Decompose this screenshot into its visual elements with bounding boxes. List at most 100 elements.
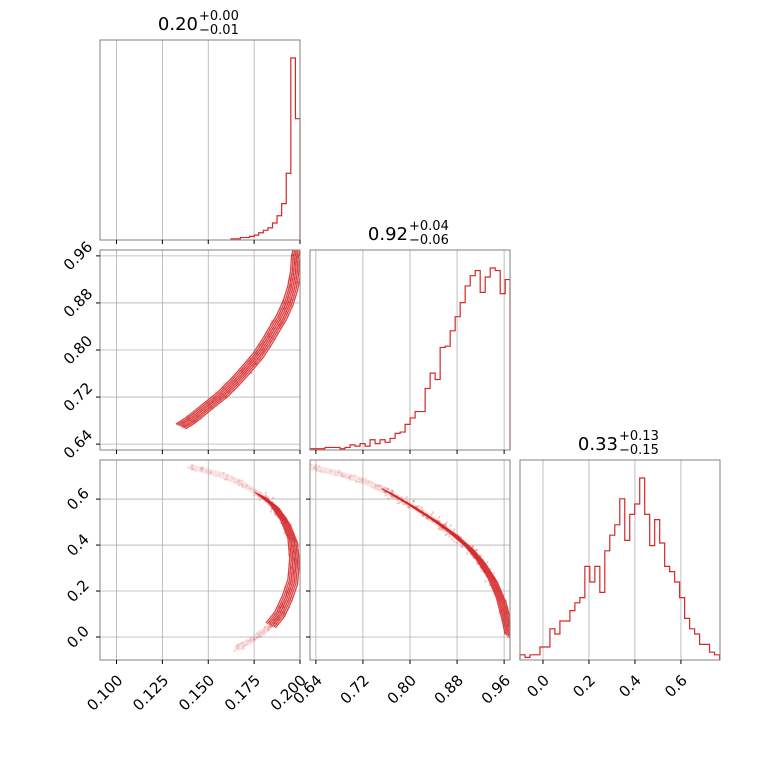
scatter-point xyxy=(232,649,236,653)
scatter-point xyxy=(511,623,513,625)
scatter-point xyxy=(376,484,380,487)
scatter-point xyxy=(329,470,332,473)
scatter-point xyxy=(267,627,271,630)
x-tick-label: 0.150 xyxy=(175,671,218,714)
panel-frame-3-3 xyxy=(519,459,721,661)
scatter-point xyxy=(420,506,423,509)
scatter-point xyxy=(210,471,213,474)
scatter-point xyxy=(258,633,262,636)
scatter-point xyxy=(301,255,303,257)
scatter-point xyxy=(357,477,360,481)
scatter-point xyxy=(242,645,245,648)
scatter-point xyxy=(241,484,244,487)
scatter-point xyxy=(259,491,262,495)
x-tick-label: 0.175 xyxy=(221,671,264,714)
histogram-1 xyxy=(230,57,301,240)
scatter-point xyxy=(266,628,270,632)
scatter-point xyxy=(438,528,442,531)
scatter-point xyxy=(201,465,205,469)
scatter-point xyxy=(329,469,332,472)
scatter-point xyxy=(475,548,478,552)
scatter-point xyxy=(269,624,273,628)
scatter-point xyxy=(226,474,229,477)
scatter-point xyxy=(223,478,226,481)
scatter-point xyxy=(267,628,270,631)
scatter-point xyxy=(366,481,370,484)
scatter-point xyxy=(323,470,326,473)
contour-line xyxy=(180,250,299,428)
scatter-point xyxy=(269,510,273,513)
grid-layer xyxy=(100,40,682,660)
title-median: 0.20 xyxy=(158,14,198,35)
scatter-point xyxy=(244,485,247,489)
scatter-point xyxy=(221,472,224,475)
scatter-point xyxy=(263,626,266,629)
y-tick-label: 0.72 xyxy=(60,379,96,415)
title-minus-error: −0.01 xyxy=(199,23,239,38)
scatter-point xyxy=(426,518,430,521)
scatter-point xyxy=(437,516,441,519)
scatter-point xyxy=(258,635,261,638)
scatter-point xyxy=(190,468,194,471)
scatter-point xyxy=(319,470,322,473)
scatter-point xyxy=(337,471,341,474)
y-tick-label: 0.88 xyxy=(60,285,96,321)
scatter-point xyxy=(349,478,352,482)
y-tick-label: 0.6 xyxy=(63,484,93,514)
contour-line xyxy=(183,255,300,429)
title-minus-error: −0.15 xyxy=(619,443,659,458)
scatter-point xyxy=(349,476,352,479)
scatter-point xyxy=(237,647,240,650)
scatter-point xyxy=(471,546,475,549)
scatter-point xyxy=(199,468,203,471)
contour-line xyxy=(389,492,510,627)
scatter-point xyxy=(262,629,265,632)
scatter-point xyxy=(348,475,351,479)
scatter-point xyxy=(200,469,204,473)
scatter-point xyxy=(242,646,245,650)
scatter-point xyxy=(242,647,245,650)
scatter-point xyxy=(246,484,249,488)
scatter-point xyxy=(445,532,449,536)
scatter-point xyxy=(241,483,244,486)
scatter-point xyxy=(249,487,253,490)
scatter-point xyxy=(512,632,514,634)
scatter-point xyxy=(200,468,203,471)
scatter-point xyxy=(255,490,258,493)
x-tick-label: 0.125 xyxy=(129,671,172,714)
scatter-point xyxy=(233,481,236,484)
scatter-point xyxy=(431,511,435,514)
scatter-point xyxy=(255,636,258,640)
scatter-point xyxy=(340,472,343,475)
title-1: 0.20 +0.00−0.01 xyxy=(158,9,239,38)
scatter-point xyxy=(225,478,228,481)
scatter-point xyxy=(402,503,405,506)
scatter-point xyxy=(209,470,212,474)
scatter-point xyxy=(237,643,240,646)
scatter-point xyxy=(243,643,247,647)
scatter-point xyxy=(355,480,358,483)
scatter-point xyxy=(241,641,244,645)
scatter-point xyxy=(511,633,513,635)
scatter-point xyxy=(453,540,456,543)
scatter-point xyxy=(271,496,275,500)
contour-line xyxy=(260,494,297,627)
scatter-point xyxy=(396,502,399,505)
contour-line xyxy=(254,491,291,624)
scatter-point xyxy=(489,567,492,570)
scatter-point xyxy=(406,505,410,509)
scatter-point xyxy=(511,628,513,630)
scatter-point xyxy=(358,481,361,484)
contour-line xyxy=(263,496,300,629)
scatter-point xyxy=(461,545,464,549)
scatter-point xyxy=(386,487,389,490)
x-tick-label: 0.96 xyxy=(478,671,514,707)
scatter-point xyxy=(412,500,415,503)
scatter-point xyxy=(259,631,263,635)
scatter-point xyxy=(383,486,386,490)
scatter-point xyxy=(460,545,463,548)
scatter-point xyxy=(258,633,261,637)
scatter-point xyxy=(234,647,237,650)
scatter-point xyxy=(383,491,386,494)
scatter-point xyxy=(343,475,346,478)
